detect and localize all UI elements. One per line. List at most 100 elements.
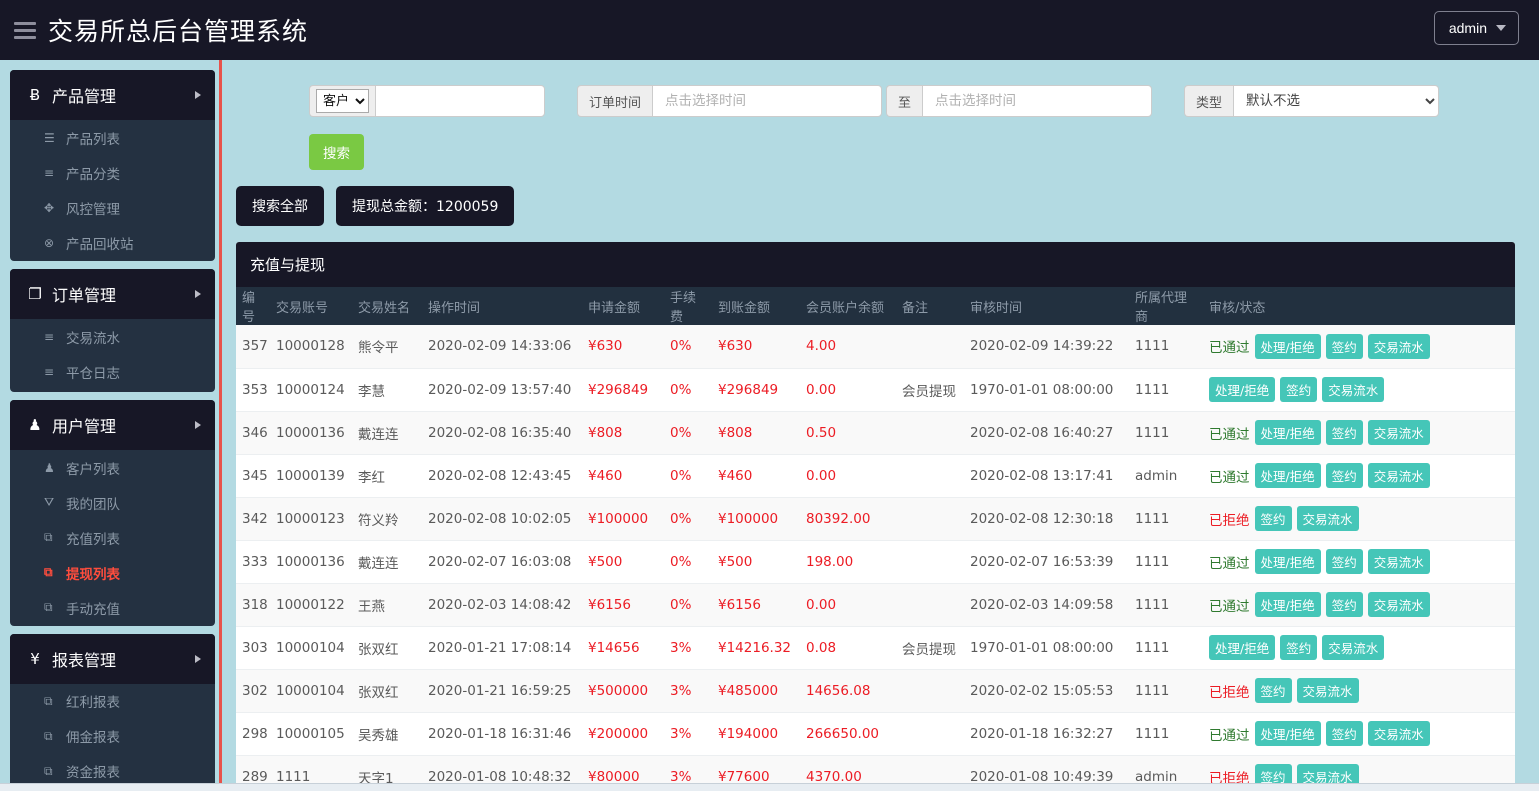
sidebar-item-平仓日志[interactable]: ≡ 平仓日志 (10, 354, 215, 389)
cell-actions: 已通过 处理/拒绝 签约 交易流水 (1203, 712, 1515, 756)
sidebar-item-产品分类[interactable]: ≡ 产品分类 (10, 155, 215, 190)
transaction-flow-button[interactable]: 交易流水 (1367, 549, 1430, 574)
process-reject-button[interactable]: 处理/拒绝 (1254, 420, 1321, 445)
table-row: 357 10000128 熊令平 2020-02-09 14:33:06 ¥630 0% ¥… (236, 325, 1515, 369)
type-select[interactable]: 默认不选 (1233, 85, 1440, 117)
sign-button[interactable]: 签约 (1254, 506, 1292, 531)
cell-arrive-amount: ¥77600 (712, 755, 800, 787)
sign-button[interactable]: 签约 (1280, 377, 1318, 402)
process-reject-button[interactable]: 处理/拒绝 (1209, 377, 1276, 402)
sidebar-item-红利报表[interactable]: ⧉ 红利报表 (10, 684, 215, 719)
sidebar-item-充值列表[interactable]: ⧉ 充值列表 (10, 520, 215, 555)
cell-account: 10000128 (270, 325, 352, 369)
keyword-type-addon: 客户 (309, 85, 375, 117)
cell-account: 10000104 (270, 626, 352, 670)
file-icon: ❐ (28, 285, 42, 304)
cell-op-time: 2020-02-08 10:02:05 (422, 497, 582, 541)
search-all-button[interactable]: 搜索全部 (236, 186, 324, 226)
column-header-编号: 编号 (236, 287, 270, 325)
order-time-end-input[interactable] (922, 85, 1153, 117)
transaction-flow-button[interactable]: 交易流水 (1296, 678, 1359, 703)
sign-button[interactable]: 签约 (1325, 333, 1363, 359)
action-button-group: 已通过 处理/拒绝 签约 交易流水 (1209, 549, 1509, 574)
order-time-start-input[interactable] (652, 85, 883, 117)
sidebar-item-风控管理[interactable]: ✥ 风控管理 (10, 190, 215, 225)
sidebar-item-产品回收站[interactable]: ⊗ 产品回收站 (10, 225, 215, 260)
cell-agent: 1111 (1129, 583, 1203, 627)
transaction-flow-button[interactable]: 交易流水 (1367, 333, 1430, 359)
end-time-group: 至 (886, 85, 1153, 117)
sign-button[interactable]: 签约 (1325, 549, 1363, 574)
sidebar-item-产品列表[interactable]: ☰ 产品列表 (10, 120, 215, 155)
cell-remark (896, 755, 964, 787)
cell-name: 张双红 (352, 626, 422, 670)
sidebar-item-佣金报表[interactable]: ⧉ 佣金报表 (10, 719, 215, 754)
search-button[interactable]: 搜索 (309, 134, 364, 170)
sidebar-group-header[interactable]: Ƀ 产品管理 (10, 70, 215, 120)
cell-fee: 0% (664, 454, 712, 498)
transaction-flow-button[interactable]: 交易流水 (1367, 721, 1430, 746)
sign-button[interactable]: 签约 (1254, 678, 1292, 703)
sign-button[interactable]: 签约 (1325, 592, 1363, 617)
bars-icon: ≡ (44, 329, 55, 344)
money-icon: ⧉ (44, 565, 53, 580)
process-reject-button[interactable]: 处理/拒绝 (1254, 549, 1321, 574)
sidebar-group-header[interactable]: ¥ 报表管理 (10, 633, 215, 684)
transaction-flow-button[interactable]: 交易流水 (1322, 635, 1385, 660)
cell-name: 吴秀雄 (352, 712, 422, 756)
transaction-flow-button[interactable]: 交易流水 (1367, 592, 1430, 617)
process-reject-button[interactable]: 处理/拒绝 (1209, 635, 1276, 660)
transaction-flow-button[interactable]: 交易流水 (1367, 463, 1430, 488)
sidebar-group-header[interactable]: ❐ 订单管理 (10, 269, 215, 320)
cell-account: 1111 (270, 755, 352, 787)
cell-agent: 1111 (1129, 626, 1203, 670)
table-row: 289 1111 天字1 2020-01-08 10:48:32 ¥80000 3% ¥77… (236, 755, 1515, 787)
keyword-type-select[interactable]: 客户 (316, 89, 369, 113)
transaction-flow-button[interactable]: 交易流水 (1296, 506, 1359, 531)
withdraw-table: 编号 交易账号 交易姓名 操作时间 申请金额 手续费 到账金额 会员账户余额 备注 审核时间 所属代… (236, 287, 1515, 787)
sign-button[interactable]: 签约 (1325, 463, 1363, 488)
sidebar-item-label: 充值列表 (66, 531, 120, 548)
cell-account: 10000124 (270, 368, 352, 412)
column-header-备注: 备注 (896, 287, 964, 325)
sidebar-item-交易流水[interactable]: ≡ 交易流水 (10, 319, 215, 354)
table-row: 298 10000105 吴秀雄 2020-01-18 16:31:46 ¥200000… (236, 712, 1515, 756)
indent-icon: ≡ (44, 364, 55, 379)
sidebar-group-header[interactable]: ♟ 用户管理 (10, 400, 215, 451)
arrows-icon: ✥ (44, 200, 55, 215)
sidebar-item-提现列表[interactable]: ⧉ 提现列表 (10, 555, 215, 590)
cell-op-time: 2020-01-21 16:59:25 (422, 669, 582, 713)
process-reject-button[interactable]: 处理/拒绝 (1254, 721, 1321, 746)
sign-button[interactable]: 签约 (1280, 635, 1318, 660)
transaction-flow-button[interactable]: 交易流水 (1296, 764, 1359, 787)
sidebar-item-客户列表[interactable]: ♟ 客户列表 (10, 450, 215, 485)
process-reject-button[interactable]: 处理/拒绝 (1254, 333, 1321, 359)
transaction-flow-button[interactable]: 交易流水 (1367, 420, 1430, 445)
cell-apply-amount: ¥808 (582, 411, 664, 455)
cell-fee: 0% (664, 497, 712, 541)
hamburger-bar (14, 21, 36, 25)
sign-button[interactable]: 签约 (1325, 420, 1363, 445)
table-row: 333 10000136 戴连连 2020-02-07 16:03:08 ¥500 0% ¥… (236, 540, 1515, 584)
process-reject-button[interactable]: 处理/拒绝 (1254, 463, 1321, 488)
sidebar-item-手动充值[interactable]: ⧉ 手动充值 (10, 590, 215, 625)
status-badge: 已拒绝 (1209, 684, 1250, 701)
sidebar-item-label: 资金报表 (66, 765, 120, 782)
sidebar-group-label: 产品管理 (52, 87, 117, 106)
sidebar-item-资金报表[interactable]: ⧉ 资金报表 (10, 754, 215, 789)
cell-op-time: 2020-02-07 16:03:08 (422, 540, 582, 584)
transaction-flow-button[interactable]: 交易流水 (1322, 377, 1385, 402)
cell-arrive-amount: ¥500 (712, 540, 800, 584)
cell-actions: 已通过 处理/拒绝 签约 交易流水 (1203, 540, 1515, 584)
process-reject-button[interactable]: 处理/拒绝 (1254, 592, 1321, 617)
sidebar-item-我的团队[interactable]: ⛛ 我的团队 (10, 485, 215, 520)
cell-balance: 14656.08 (800, 669, 896, 713)
sidebar-item-label: 手动充值 (66, 601, 120, 618)
hamburger-icon[interactable] (14, 21, 36, 39)
cell-op-time: 2020-02-08 16:35:40 (422, 411, 582, 455)
user-menu-button[interactable]: admin (1433, 11, 1519, 45)
keyword-input[interactable] (375, 85, 545, 117)
sign-button[interactable]: 签约 (1325, 721, 1363, 746)
os-taskbar (0, 783, 1539, 791)
sign-button[interactable]: 签约 (1254, 764, 1292, 787)
